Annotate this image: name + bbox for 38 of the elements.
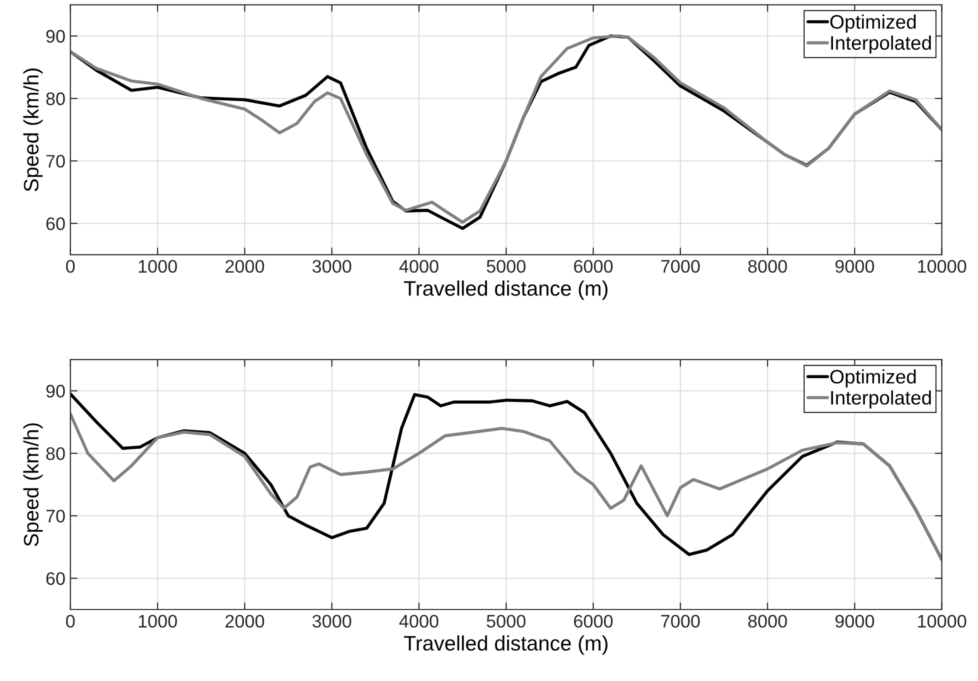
x-tick-label: 4000 (399, 260, 438, 273)
x-tick-label: 1000 (138, 614, 177, 628)
x-tick-label: 6000 (574, 260, 613, 273)
y-axis-title: Speed (km/h) (23, 423, 43, 546)
x-tick-label: 8000 (748, 260, 787, 273)
x-tick-label: 9000 (835, 614, 874, 628)
x-tick-label: 5000 (486, 260, 526, 273)
y-tick-label: 90 (46, 384, 65, 398)
y-tick-label: 60 (46, 572, 65, 585)
x-tick-label: 8000 (748, 614, 787, 628)
x-tick-label: 7000 (661, 260, 700, 273)
y-tick-label: 70 (46, 510, 65, 523)
x-tick-label: 9000 (835, 260, 874, 273)
x-tick-label: 3000 (312, 260, 352, 273)
legend-label: Optimized (830, 14, 916, 33)
y-axis-title: Speed (km/h) (23, 68, 43, 192)
y-tick-label: 80 (46, 447, 65, 460)
y-tick-label: 60 (46, 217, 65, 230)
x-tick-label: 5000 (486, 614, 526, 628)
legend-label: Optimized (830, 369, 916, 388)
y-tick-label: 80 (46, 92, 65, 106)
y-tick-label: 90 (46, 30, 65, 43)
x-tick-label: 7000 (661, 614, 700, 628)
x-tick-label: 0 (66, 260, 75, 273)
legend-label: Interpolated (831, 390, 931, 408)
x-axis-title: Travelled distance (m) (404, 280, 608, 300)
x-tick-label: 0 (66, 614, 75, 628)
x-tick-label: 2000 (226, 260, 264, 273)
x-axis-title: Travelled distance (m) (404, 635, 608, 655)
x-tick-label: 4000 (399, 614, 438, 628)
x-tick-label: 3000 (312, 614, 352, 628)
x-tick-label: 6000 (574, 614, 613, 628)
y-tick-label: 70 (46, 154, 65, 168)
x-tick-label: 10000 (918, 260, 966, 273)
x-tick-label: 2000 (226, 614, 264, 628)
x-tick-label: 10000 (918, 614, 966, 628)
x-tick-label: 1000 (138, 260, 177, 273)
legend-label: Interpolated (831, 36, 931, 54)
